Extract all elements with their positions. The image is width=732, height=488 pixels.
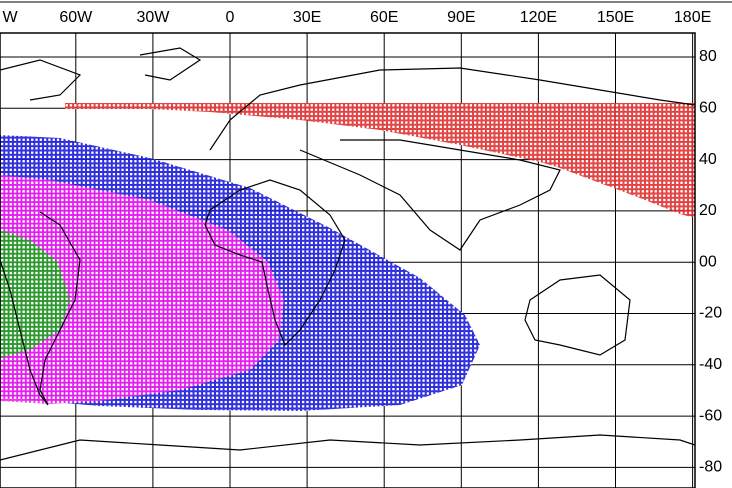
lon-label: 150E [597,9,634,26]
lat-label: 20 [699,202,717,219]
lon-label: W [2,9,18,26]
map-frame [0,32,696,488]
red-region [65,103,695,218]
lat-label: -60 [699,407,722,424]
lon-label: 60W [59,9,93,26]
magenta-region [0,175,284,404]
lon-label: 120E [520,9,557,26]
lat-label: 80 [699,48,717,65]
lon-label: 0 [226,9,235,26]
lat-label: -80 [699,459,722,476]
lat-label: 40 [699,151,717,168]
lat-label: -20 [699,305,722,322]
lon-label: 90E [447,9,475,26]
lat-label: 00 [699,253,717,270]
lon-label: 180E [674,9,711,26]
lat-label: -40 [699,356,722,373]
green-region [0,230,70,358]
coastlines [0,47,696,461]
lon-label: 30W [136,9,170,26]
lat-label: 60 [699,100,717,117]
lon-label: 30E [293,9,321,26]
lon-label: 60E [370,9,398,26]
